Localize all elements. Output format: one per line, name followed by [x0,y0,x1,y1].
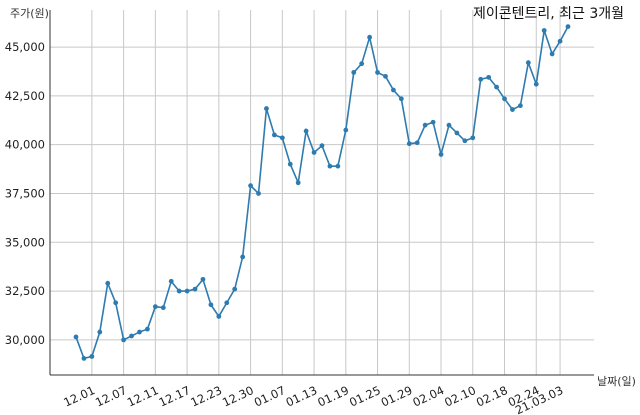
data-point [367,34,373,40]
data-point [557,38,563,44]
data-point [398,96,404,102]
x-tick-label: 01.19 [315,383,351,410]
x-tick-label: 02.04 [411,383,447,410]
data-point [129,333,134,339]
y-axis-label: 주가(원) [10,7,49,20]
data-point [208,302,214,308]
data-point [137,329,142,335]
data-point [494,84,499,90]
data-point [517,103,523,109]
data-point [549,51,555,57]
y-tick-label: 45,000 [5,40,45,54]
data-point [438,152,444,157]
data-point [430,119,436,125]
data-point [406,141,412,147]
data-point [446,122,452,128]
data-point [510,107,515,112]
data-point [525,60,531,66]
data-point [168,278,174,284]
data-point [200,276,206,282]
data-point [176,288,182,294]
x-tick-label: 12.07 [93,383,129,410]
x-tick-label: 01.25 [347,383,383,410]
data-point [279,135,285,141]
data-point [192,286,198,292]
data-point [121,337,127,343]
y-tick-label: 35,000 [5,235,45,249]
data-point [454,130,460,136]
x-tick-label: 01.29 [379,383,415,410]
x-tick-label: 12.23 [188,383,224,410]
price-line [75,26,569,360]
x-tick-label: 01.07 [252,383,288,410]
y-tick-label: 30,000 [5,333,45,347]
data-point [145,326,150,332]
y-tick-label: 42,500 [5,89,45,103]
x-tick-label: 12.11 [125,383,161,410]
data-point [97,329,103,335]
data-point [160,305,166,311]
x-tick-label: 01.13 [284,383,320,410]
data-point [478,76,484,82]
data-point [541,28,547,33]
data-point [319,143,325,149]
data-point [311,150,317,155]
data-point [502,96,507,102]
data-point [264,106,269,111]
series-layer [73,24,571,361]
data-point [383,73,388,79]
data-point [391,87,396,93]
x-tick-label: 02.10 [442,383,478,410]
chart-title: 제이콘텐트리, 최근 3개월 [473,6,624,22]
data-point [184,288,190,294]
data-point [486,74,492,80]
data-point [224,300,230,306]
data-point [303,128,309,134]
x-tick-label: 12.17 [157,383,193,410]
data-point [343,127,349,133]
data-point [327,163,333,169]
data-point [113,300,119,306]
data-point [287,161,293,167]
y-tick-label: 37,500 [5,186,45,200]
data-point [414,140,420,146]
x-axis-label: 날짜(일) [597,374,636,388]
data-point [240,254,246,260]
data-point [462,138,468,144]
data-point [105,280,111,286]
x-tick-label: 12.30 [220,383,256,410]
data-point [470,135,476,141]
data-point [351,70,357,75]
data-point [81,356,87,361]
x-tick-label: 02.18 [474,383,510,410]
data-point [89,354,95,359]
x-tick-label: 12.01 [61,383,97,410]
data-point [375,70,380,75]
data-point [232,286,238,292]
data-point [248,183,253,189]
data-point [359,61,365,67]
data-point [533,81,539,87]
data-point [256,191,261,196]
y-tick-label: 40,000 [5,138,45,152]
data-point [152,304,158,310]
data-point [295,180,301,186]
data-point [73,334,79,340]
data-point [271,132,277,138]
data-point [422,122,428,128]
data-point [565,24,571,29]
y-tick-label: 32,500 [5,284,45,298]
data-point [216,314,222,319]
data-point [335,163,341,169]
grid-layer [50,10,594,375]
